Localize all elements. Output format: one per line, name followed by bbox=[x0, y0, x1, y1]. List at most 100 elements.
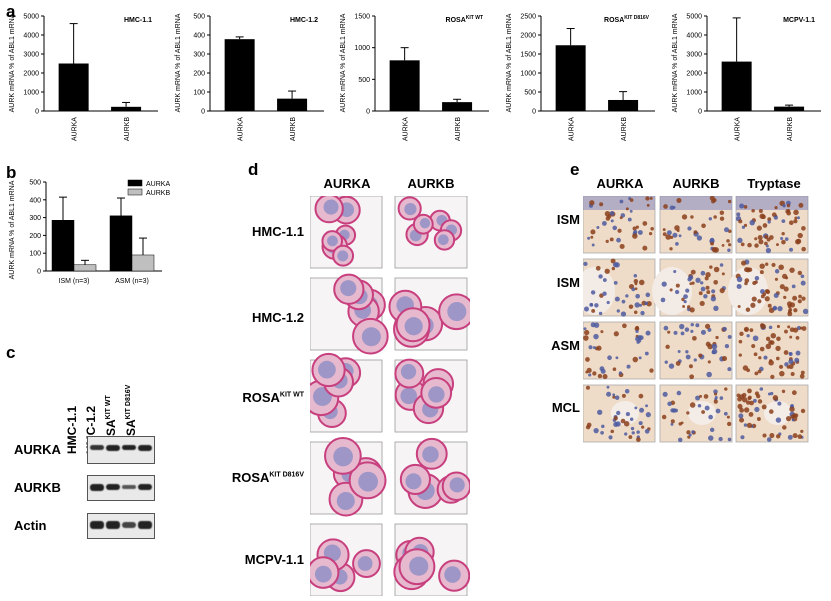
stained-cell bbox=[759, 263, 765, 269]
blot-label-aurka: AURKA bbox=[14, 442, 61, 457]
x-tick-label: AURKB bbox=[290, 117, 297, 141]
micrograph-1-1 bbox=[310, 196, 383, 269]
stained-cell bbox=[635, 336, 640, 342]
stained-cell bbox=[644, 301, 649, 306]
stained-cell bbox=[598, 274, 603, 279]
row-head-e-asm: ASM bbox=[551, 338, 580, 353]
stained-cell bbox=[788, 220, 794, 226]
ihc-image-4-1 bbox=[583, 384, 656, 443]
stained-cell bbox=[791, 390, 797, 396]
stained-cell bbox=[593, 333, 599, 340]
x-tick-label: AURKA bbox=[238, 117, 245, 141]
stained-cell bbox=[597, 373, 603, 379]
panel-letter-a: a bbox=[6, 2, 16, 21]
stained-cell bbox=[713, 266, 720, 273]
x-tick-label: AURKA bbox=[72, 117, 79, 141]
stained-cell bbox=[587, 236, 591, 240]
stained-cell bbox=[609, 211, 615, 216]
stained-cell bbox=[754, 371, 759, 376]
stained-cell bbox=[631, 431, 635, 435]
stained-cell bbox=[789, 335, 793, 339]
stained-cell bbox=[710, 296, 717, 302]
stained-cell bbox=[585, 370, 589, 374]
stained-cell bbox=[634, 302, 640, 308]
stained-cell bbox=[715, 408, 721, 414]
stained-cell bbox=[585, 357, 590, 362]
stained-cell bbox=[761, 214, 766, 220]
row-head-hmc12: HMC-1.2 bbox=[251, 310, 304, 325]
stained-cell bbox=[739, 203, 745, 209]
stained-cell bbox=[596, 225, 600, 229]
stained-cell bbox=[662, 391, 668, 397]
stained-cell bbox=[606, 391, 612, 397]
stained-cell bbox=[738, 353, 742, 357]
stained-cell bbox=[602, 278, 607, 282]
stained-cell bbox=[636, 340, 640, 344]
stained-cell bbox=[677, 437, 683, 443]
stained-cell bbox=[707, 343, 713, 350]
stained-cell bbox=[756, 417, 761, 421]
col-head-aurkb: AURKB bbox=[407, 176, 455, 191]
stained-cell bbox=[794, 216, 798, 220]
y-tick-label: 1500 bbox=[520, 52, 536, 59]
stained-cell bbox=[801, 226, 806, 231]
stained-cell bbox=[747, 242, 752, 248]
cell-nucleus bbox=[438, 234, 449, 246]
stained-cell bbox=[749, 328, 754, 333]
stained-cell bbox=[795, 350, 801, 356]
ihc-image-3-3 bbox=[735, 321, 809, 380]
stained-cell bbox=[685, 288, 690, 293]
stained-cell bbox=[679, 323, 685, 330]
stained-cell bbox=[799, 326, 803, 330]
stained-cell bbox=[778, 364, 784, 369]
stained-cell bbox=[689, 307, 695, 313]
stained-cell bbox=[747, 396, 752, 401]
stained-cell bbox=[618, 371, 623, 375]
bar-aurka bbox=[721, 61, 752, 111]
micrograph-4-1 bbox=[310, 437, 387, 517]
stained-cell bbox=[690, 322, 694, 327]
stained-cell bbox=[787, 311, 793, 317]
stained-cell bbox=[602, 291, 607, 296]
stained-cell bbox=[774, 277, 779, 281]
chart-title: HMC-1.1 bbox=[124, 17, 152, 24]
y-tick-label: 0 bbox=[35, 109, 39, 116]
cell-nucleus bbox=[314, 565, 332, 583]
bar-aurka-1 bbox=[51, 220, 75, 272]
stained-cell bbox=[619, 216, 623, 220]
stained-cell bbox=[707, 360, 711, 364]
stained-cell bbox=[588, 373, 592, 377]
micrograph-grid bbox=[310, 196, 470, 596]
stained-cell bbox=[745, 400, 751, 405]
ihc-image-1-1 bbox=[583, 196, 656, 254]
y-tick-label: 2000 bbox=[23, 71, 39, 78]
chart-title-main: MCPV-1.1 bbox=[783, 17, 815, 24]
stained-cell bbox=[727, 199, 732, 204]
stained-cell bbox=[754, 406, 760, 413]
y-tick-label: 2000 bbox=[686, 71, 702, 78]
stained-cell bbox=[636, 430, 640, 434]
micrograph-2-1 bbox=[310, 273, 389, 355]
row-head-e-ism2: ISM bbox=[556, 275, 580, 290]
stained-cell bbox=[604, 268, 610, 274]
stained-cell bbox=[642, 221, 648, 226]
stained-cell bbox=[764, 234, 769, 239]
stained-cell bbox=[748, 411, 754, 417]
stained-cell bbox=[616, 410, 621, 416]
cell-nucleus bbox=[400, 387, 417, 405]
stained-cell bbox=[672, 232, 678, 238]
y-axis-label: AURK mRNA % of ABL1 mRNA bbox=[9, 180, 16, 279]
stained-cell bbox=[642, 245, 648, 251]
stained-cell bbox=[601, 424, 605, 429]
stained-cell bbox=[721, 243, 725, 247]
stained-cell bbox=[625, 207, 629, 211]
stained-cell bbox=[719, 287, 725, 294]
y-tick-label: 100 bbox=[193, 90, 205, 97]
stained-cell bbox=[776, 243, 779, 247]
stained-cell bbox=[615, 356, 619, 360]
band bbox=[138, 484, 152, 490]
stained-cell bbox=[728, 243, 732, 247]
stained-cell bbox=[741, 260, 747, 266]
y-axis-label: AURK mRNA % of ABL1 mRNA bbox=[175, 13, 182, 112]
stained-cell bbox=[766, 437, 772, 442]
